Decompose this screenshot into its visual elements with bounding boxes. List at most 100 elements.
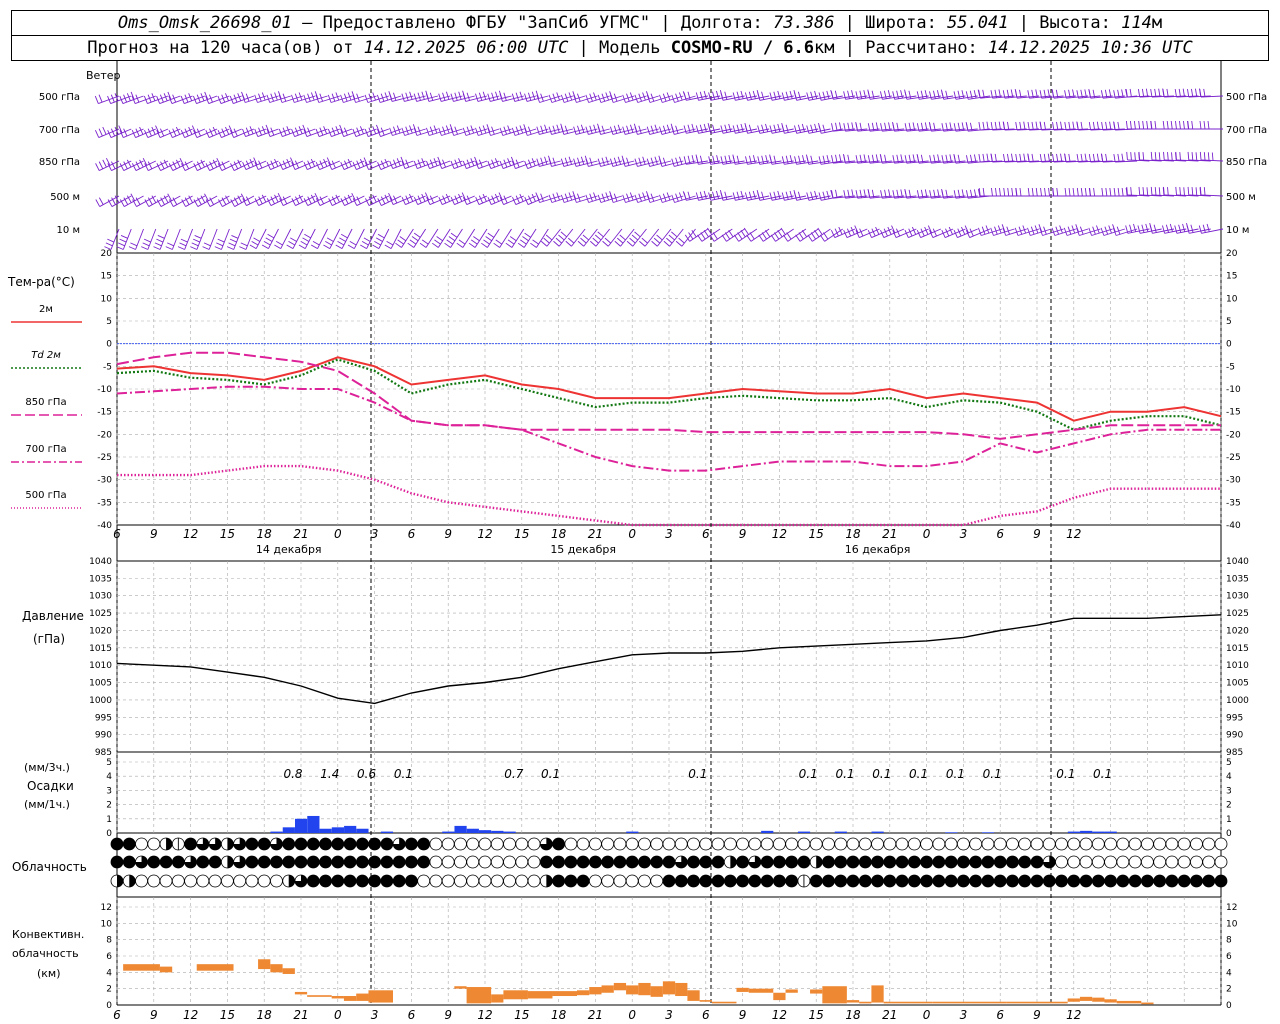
wind-barb-feather bbox=[920, 90, 924, 99]
cloud-symbol bbox=[282, 837, 296, 851]
cloud-circle bbox=[527, 837, 541, 851]
wind-barb-staff bbox=[620, 228, 635, 247]
wind-barb-feather bbox=[1051, 227, 1056, 236]
wind-barb bbox=[1138, 120, 1162, 130]
wind-barb-feather bbox=[123, 94, 128, 103]
wind-barb-feather bbox=[177, 246, 185, 250]
cloud-symbol bbox=[220, 837, 234, 851]
wind-barb-feather bbox=[229, 130, 235, 138]
wind-barb-feather bbox=[1206, 223, 1210, 232]
wind-barb bbox=[941, 90, 966, 100]
wind-barb-feather bbox=[761, 91, 765, 100]
wind-barb bbox=[524, 126, 549, 136]
wind-barb bbox=[1003, 153, 1027, 163]
wind-barb-feather bbox=[386, 241, 394, 246]
wind-barb bbox=[1125, 88, 1150, 98]
wind-barb-feather bbox=[1146, 120, 1149, 130]
wind-barb-feather bbox=[1068, 187, 1071, 197]
wind-barb-feather bbox=[1191, 152, 1194, 161]
cloud-symbol bbox=[1153, 874, 1167, 888]
cloud-fill-half bbox=[227, 856, 234, 868]
wind-barb-feather bbox=[1171, 152, 1173, 161]
cloud-symbol bbox=[576, 837, 590, 851]
wind-barb bbox=[867, 90, 892, 100]
wind-barb-feather bbox=[605, 192, 609, 201]
wind-barb-feather bbox=[339, 124, 344, 133]
wind-barb-feather bbox=[1166, 120, 1169, 130]
conv-tick-right: 8 bbox=[1226, 936, 1232, 946]
cloud-symbol bbox=[380, 855, 394, 869]
wind-barb-feather bbox=[1175, 151, 1177, 160]
cloud-fill-full bbox=[834, 875, 847, 887]
cloud-symbol bbox=[981, 855, 995, 869]
wind-barb-feather bbox=[863, 189, 867, 198]
wind-barb-feather bbox=[552, 125, 556, 134]
wind-barb-feather bbox=[855, 190, 859, 199]
wind-barb-feather bbox=[225, 126, 230, 135]
cloud-circle bbox=[429, 837, 443, 851]
wind-barb bbox=[916, 90, 941, 100]
cloud-fill-full bbox=[258, 856, 271, 868]
cloud-symbol bbox=[466, 874, 480, 888]
wind-barb-feather bbox=[622, 126, 626, 135]
wind-barb-feather bbox=[773, 155, 777, 164]
cloud-fill-full bbox=[368, 875, 381, 887]
wind-barb-feather bbox=[597, 158, 602, 167]
wind-barb-feather bbox=[973, 189, 977, 198]
wind-barb-feather bbox=[462, 197, 468, 205]
wind-barb-feather bbox=[181, 163, 186, 171]
wind-barb-feather bbox=[937, 189, 940, 198]
wind-barb-feather bbox=[300, 241, 308, 246]
wind-barb-feather bbox=[814, 90, 818, 99]
wind-barb bbox=[941, 122, 966, 132]
wind-barb-feather bbox=[785, 191, 789, 200]
wind-barb-feather bbox=[303, 162, 308, 170]
precip-tick-right: 4 bbox=[1226, 772, 1232, 782]
x-tick-label: 3 bbox=[665, 527, 673, 541]
cloud-symbol bbox=[368, 837, 382, 851]
wind-barb bbox=[867, 153, 892, 164]
wind-barb bbox=[697, 227, 721, 242]
wind-barb-feather bbox=[343, 93, 348, 102]
cloud-fill-half bbox=[166, 838, 173, 850]
wind-barb bbox=[352, 195, 377, 206]
wind-barb-feather bbox=[270, 127, 275, 136]
cloud-symbol bbox=[147, 855, 161, 869]
wind-barb-feather bbox=[728, 123, 732, 132]
conv-bar bbox=[1092, 997, 1105, 1002]
cloud-symbol bbox=[711, 874, 725, 888]
temp-series-line bbox=[117, 464, 1221, 527]
wind-barb-feather bbox=[1105, 187, 1108, 197]
cloud-symbol bbox=[1116, 855, 1130, 869]
wind-barb bbox=[1040, 187, 1064, 197]
wind-barb bbox=[389, 156, 414, 169]
wind-barb-feather bbox=[564, 125, 569, 134]
wind-barb-feather bbox=[585, 158, 589, 167]
wind-barb-feather bbox=[282, 160, 287, 169]
wind-barb-feather bbox=[641, 237, 648, 244]
wind-barb-feather bbox=[216, 242, 224, 247]
cloud-symbol bbox=[601, 855, 615, 869]
wind-barb bbox=[1039, 226, 1064, 236]
wind-barb-feather bbox=[634, 158, 638, 167]
wind-barb-feather bbox=[1002, 90, 1006, 99]
cloud-symbol bbox=[907, 874, 921, 888]
wind-barb-feather bbox=[568, 92, 573, 101]
wind-barb-feather bbox=[151, 93, 156, 101]
conv-tick-right: 6 bbox=[1226, 952, 1232, 962]
wind-barb-feather bbox=[294, 93, 299, 102]
cloud-fill-full bbox=[908, 856, 921, 868]
wind-barb-feather bbox=[986, 121, 989, 130]
wind-barb-feather bbox=[298, 194, 304, 203]
wind-barb-feather bbox=[411, 236, 419, 242]
wind-barb bbox=[695, 155, 721, 165]
cloud-symbol bbox=[699, 837, 713, 851]
wind-barb-feather bbox=[822, 124, 826, 133]
precip-tick-right: 5 bbox=[1226, 758, 1232, 768]
wind-barb-feather bbox=[1076, 90, 1079, 99]
wind-barb-staff bbox=[353, 228, 365, 249]
wind-barb bbox=[904, 90, 929, 100]
wind-barb bbox=[585, 92, 610, 103]
conv-bar bbox=[196, 964, 234, 971]
wind-barb-feather bbox=[111, 161, 116, 170]
